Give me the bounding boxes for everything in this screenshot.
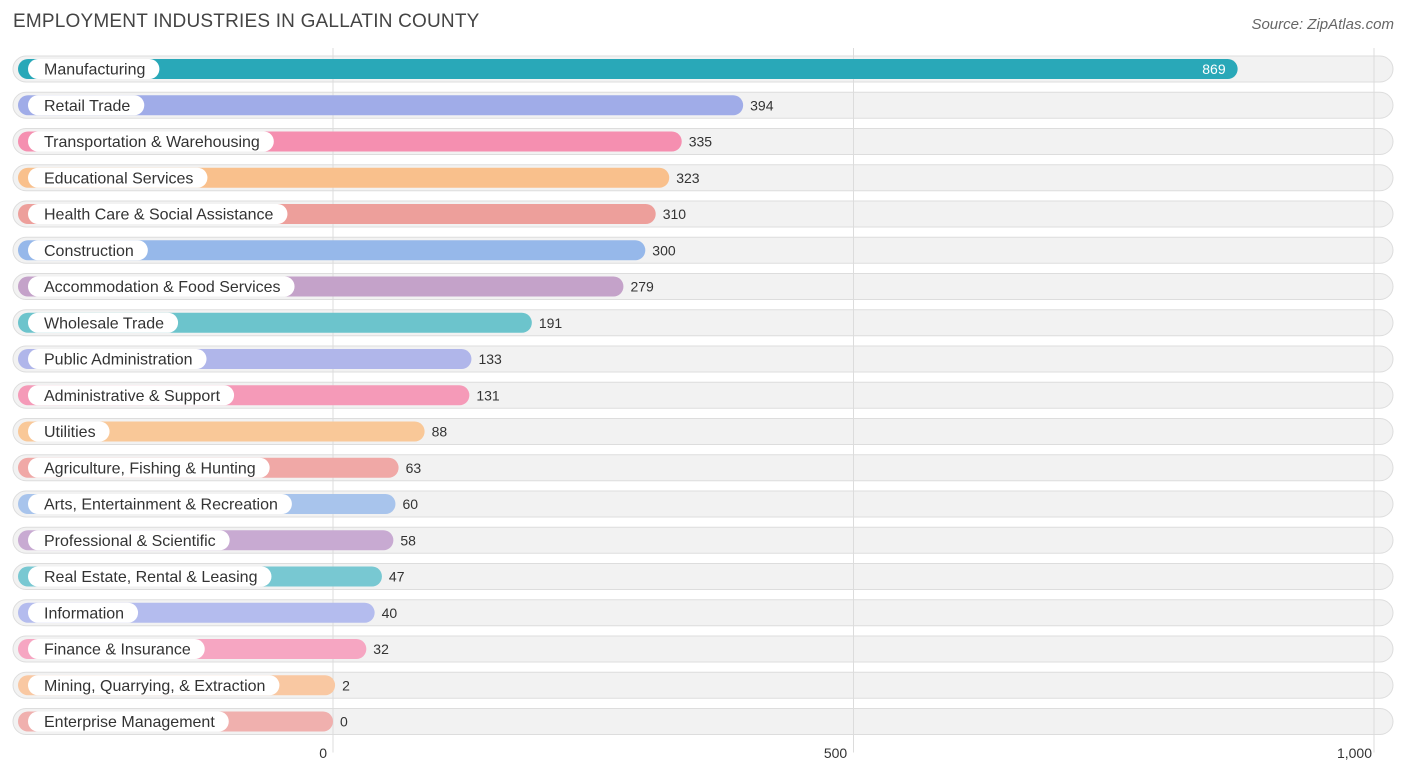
category-label-pill — [28, 675, 280, 696]
bar-group: Professional & Scientific 58 — [18, 530, 416, 551]
bar — [18, 59, 1238, 79]
bar — [18, 95, 744, 116]
category-label-pill — [28, 457, 270, 478]
category-label: Mining, Quarrying, & Extraction — [44, 678, 265, 695]
bar — [18, 421, 425, 442]
x-tick-label: 500 — [824, 745, 848, 761]
chart-source: Source: ZipAtlas.com — [1251, 16, 1394, 33]
category-label: Arts, Entertainment & Recreation — [44, 497, 278, 514]
category-label-pill — [28, 421, 110, 442]
bar-group: Mining, Quarrying, & Extraction 2 — [18, 675, 350, 696]
category-label: Enterprise Management — [44, 714, 215, 731]
category-label: Information — [44, 605, 124, 622]
bars: Manufacturing 869 Retail Trade 394 Transport… — [18, 59, 1238, 732]
value-label: 335 — [689, 134, 713, 150]
bar-group: Arts, Entertainment & Recreation 60 — [18, 494, 418, 514]
category-label: Public Administration — [44, 352, 193, 369]
bar-group: Enterprise Management 0 — [18, 711, 348, 732]
category-label: Finance & Insurance — [44, 642, 191, 659]
category-label-pill — [28, 167, 208, 188]
category-label: Accommodation & Food Services — [44, 279, 281, 296]
value-label: 394 — [750, 97, 774, 113]
value-label: 279 — [630, 279, 654, 295]
category-label-pill — [28, 240, 148, 261]
category-label-pill — [28, 494, 292, 514]
bar-group: Utilities 88 — [18, 421, 448, 442]
category-label: Utilities — [44, 424, 96, 441]
value-label: 300 — [652, 242, 676, 258]
value-label: 47 — [389, 569, 405, 585]
category-label: Real Estate, Rental & Leasing — [44, 569, 257, 586]
category-label: Administrative & Support — [44, 388, 221, 405]
value-label: 2 — [342, 677, 350, 693]
bar-group: Wholesale Trade 191 — [18, 312, 563, 333]
value-label: 323 — [676, 170, 700, 186]
bar-group: Agriculture, Fishing & Hunting 63 — [18, 457, 422, 478]
bar-group: Manufacturing 869 — [18, 59, 1238, 79]
category-label: Educational Services — [44, 170, 193, 187]
x-tick-label: 0 — [319, 745, 327, 761]
bar-group: Retail Trade 394 — [18, 95, 774, 116]
bar-group: Public Administration 133 — [18, 349, 502, 369]
category-label-pill — [28, 276, 295, 297]
bar-group: Health Care & Social Assistance 310 — [18, 204, 686, 224]
bar-group: Transportation & Warehousing 335 — [18, 131, 713, 152]
row-background — [12, 671, 1394, 699]
value-label: 131 — [476, 387, 500, 403]
value-label: 32 — [373, 641, 389, 657]
value-label: 0 — [340, 714, 348, 730]
category-label: Transportation & Warehousing — [44, 134, 260, 151]
category-label-pill — [28, 385, 235, 406]
x-tick-label: 1,000 — [1337, 745, 1372, 761]
chart-title: EMPLOYMENT INDUSTRIES IN GALLATIN COUNTY — [13, 11, 480, 32]
x-axis-ticks: 0 500 1,000 — [319, 745, 1372, 761]
bar-group: Administrative & Support 131 — [18, 385, 500, 406]
category-label-pill — [28, 711, 229, 732]
category-label: Manufacturing — [44, 62, 145, 79]
category-label-pill — [28, 566, 272, 587]
value-label: 88 — [432, 424, 448, 440]
category-label-pill — [28, 59, 160, 79]
bar — [18, 240, 646, 261]
category-label-pill — [28, 95, 145, 116]
bar-group: Real Estate, Rental & Leasing 47 — [18, 566, 405, 587]
value-label: 191 — [539, 315, 563, 331]
value-label: 40 — [382, 605, 398, 621]
category-label-pill — [28, 131, 274, 152]
category-label-pill — [28, 204, 288, 224]
value-label: 133 — [478, 351, 502, 367]
category-label-pill — [28, 349, 207, 369]
category-label: Professional & Scientific — [44, 533, 216, 550]
category-label-pill — [28, 312, 179, 333]
value-label: 63 — [406, 460, 422, 476]
bar-group: Accommodation & Food Services 279 — [18, 276, 654, 297]
row-background — [12, 708, 1394, 735]
category-label-pill — [28, 639, 205, 659]
value-label: 60 — [402, 496, 418, 512]
bar-group: Educational Services 323 — [18, 167, 700, 188]
value-label: 869 — [1202, 61, 1226, 77]
category-label: Health Care & Social Assistance — [44, 207, 274, 224]
category-label: Agriculture, Fishing & Hunting — [44, 460, 256, 477]
category-label: Wholesale Trade — [44, 315, 164, 332]
category-label: Construction — [44, 243, 134, 260]
bar-group: Construction 300 — [18, 240, 676, 261]
category-label-pill — [28, 602, 139, 623]
bar-group: Finance & Insurance 32 — [18, 639, 389, 659]
category-label: Retail Trade — [44, 98, 130, 115]
category-label-pill — [28, 530, 230, 551]
value-label: 310 — [663, 206, 687, 222]
bar-group: Information 40 — [18, 602, 398, 623]
value-label: 58 — [400, 532, 416, 548]
